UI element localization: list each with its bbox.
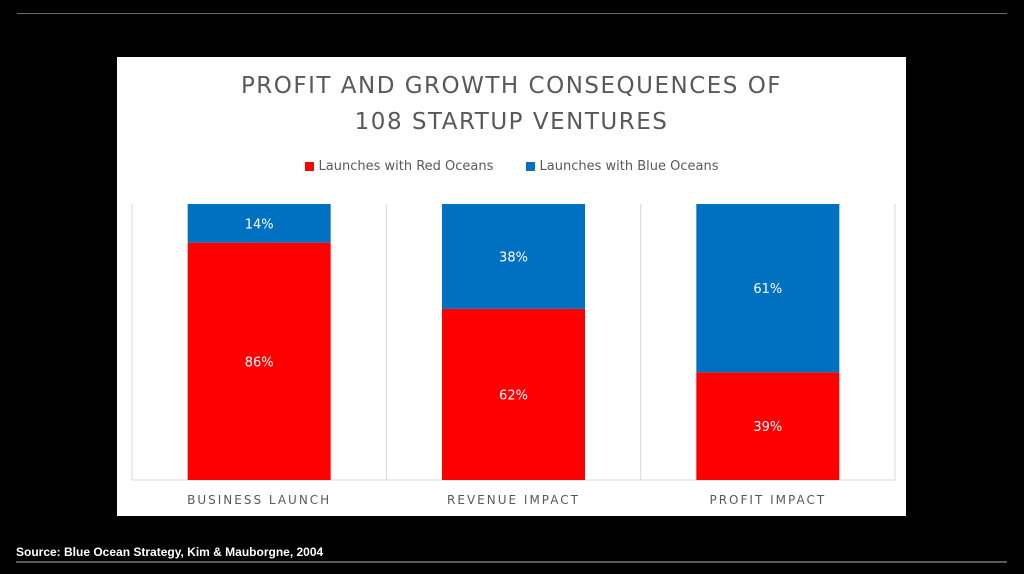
- legend-label-red: Launches with Red Oceans: [318, 159, 494, 174]
- legend-item-red: Launches with Red Oceans: [304, 159, 494, 174]
- chart-title-line-2: 108 STARTUP VENTURES: [354, 109, 669, 135]
- data-label: 62%: [499, 388, 528, 403]
- legend-swatch-red: [304, 162, 314, 171]
- legend-swatch-blue: [525, 162, 535, 171]
- plot-area: 86% 14% BUSINESS LAUNCH 62% 38% REVENUE IMPAC…: [131, 204, 896, 507]
- data-label: 39%: [753, 420, 782, 435]
- chart-title-line-1: PROFIT AND GROWTH CONSEQUENCES OF: [240, 73, 783, 99]
- legend-item-blue: Launches with Blue Oceans: [525, 159, 719, 174]
- data-label: 86%: [245, 355, 274, 370]
- chart-panel: PROFIT AND GROWTH CONSEQUENCES OF 108 ST…: [117, 57, 906, 516]
- data-label: 14%: [245, 217, 274, 232]
- bottom-divider: [16, 561, 1007, 563]
- x-tick-label: PROFIT IMPACT: [709, 493, 826, 507]
- top-divider: [17, 13, 1007, 14]
- bar-segment-red: [187, 242, 331, 480]
- source-citation: Source: Blue Ocean Strategy, Kim & Maubo…: [16, 545, 324, 559]
- bar-segment-red: [696, 372, 840, 480]
- x-tick-label: BUSINESS LAUNCH: [187, 493, 331, 507]
- bar-segment-red: [442, 308, 585, 480]
- data-label: 61%: [753, 282, 782, 297]
- x-tick-label: REVENUE IMPACT: [447, 493, 580, 507]
- data-label: 38%: [499, 250, 528, 265]
- bar-segment-blue: [442, 204, 585, 309]
- legend-label-blue: Launches with Blue Oceans: [539, 159, 719, 174]
- legend: Launches with Red Oceans Launches with B…: [117, 159, 906, 175]
- bar-segment-blue: [696, 204, 840, 373]
- bar-segment-blue: [187, 204, 331, 243]
